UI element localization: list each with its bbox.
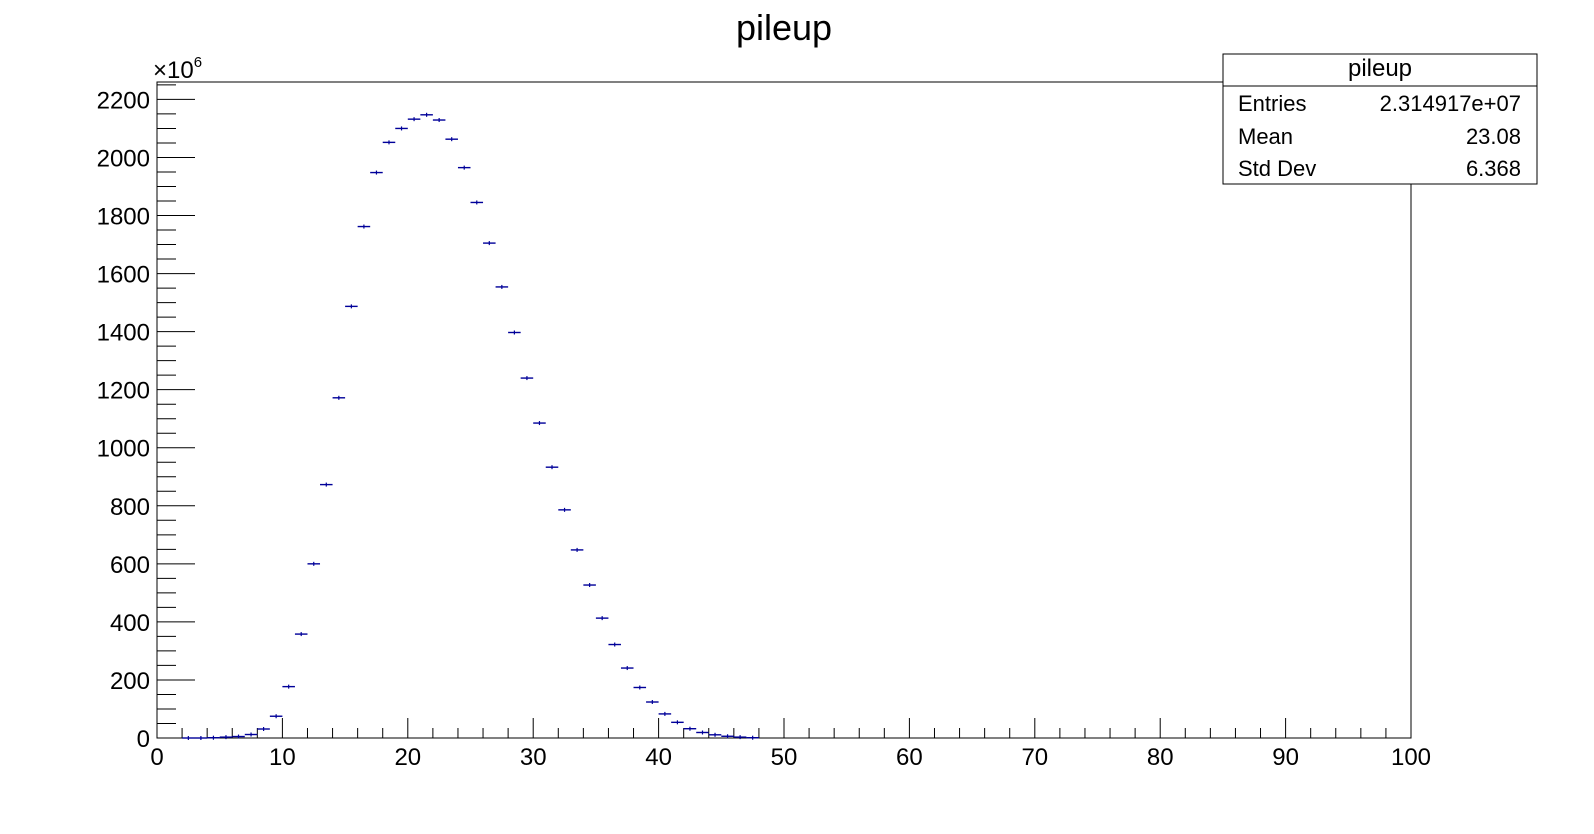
histogram-bin [244,732,258,737]
y-tick-label: 800 [110,494,150,521]
histogram-bin [269,714,283,719]
x-tick-label: 50 [771,744,798,771]
histogram-bin [721,734,734,739]
histogram-bin [332,395,346,400]
histogram-bin [671,720,684,725]
histogram-bin [219,735,233,740]
histogram-bin [620,666,634,671]
stats-stddev-label: Std Dev [1238,156,1316,181]
y-tick-label: 400 [110,610,150,637]
histogram-bin [746,735,759,740]
histogram-bin [483,241,496,246]
histogram-bin [320,482,333,487]
histogram-series [182,112,759,740]
histogram-bin [232,734,245,739]
histogram-bin [257,727,270,732]
stats-entries-label: Entries [1238,91,1306,116]
x-tick-label: 90 [1272,744,1299,771]
stats-stddev-value: 6.368 [1466,156,1521,181]
x-axis: 0 10 20 30 40 50 60 70 80 90 100 [150,718,1431,771]
histogram-bin [533,421,546,426]
histogram-bin [733,735,747,740]
histogram-bin [595,616,609,621]
y-tick-label: 2200 [97,87,150,114]
y-tick-label: 0 [137,726,150,753]
histogram-bin [608,642,621,647]
stats-entries-value: 2.314917e+07 [1380,91,1521,116]
y-tick-label: 200 [110,668,150,695]
histogram-bin [558,507,571,512]
histogram-bin [708,732,722,737]
histogram-bin [357,224,371,229]
histogram-bin [407,117,421,122]
y-tick-label: 1000 [97,436,150,463]
histogram-bin [395,126,408,131]
histogram-bin [370,170,383,175]
histogram-bin [345,304,358,309]
histogram-bin [420,112,433,117]
y-multiplier-exponent: 6 [194,54,202,71]
histogram-bin [457,165,471,170]
y-multiplier-label: ×106 [153,54,202,84]
x-tick-label: 70 [1021,744,1048,771]
x-tick-label: 40 [645,744,672,771]
histogram-bin [508,330,521,335]
histogram-bin [696,730,709,735]
x-tick-label: 20 [394,744,421,771]
stats-mean-label: Mean [1238,124,1293,149]
histogram-bin [545,465,559,470]
histogram-bin [646,700,659,705]
histogram-bin [633,685,647,690]
histogram-bin [658,711,672,716]
x-tick-label: 80 [1147,744,1174,771]
histogram-bin [470,200,484,205]
histogram-bin [520,376,534,381]
histogram-bin [282,684,295,689]
y-tick-label: 1400 [97,320,150,347]
histogram-bin [445,137,458,142]
stats-mean-value: 23.08 [1466,124,1521,149]
x-tick-label: 60 [896,744,923,771]
histogram-bin [382,140,396,145]
histogram-bin [432,118,446,123]
chart-title: pileup [736,7,832,48]
y-tick-label: 1800 [97,204,150,231]
y-axis: 0 200 400 600 800 1000 1200 1400 1600 1800 2000 220… [97,84,195,753]
stats-box-title: pileup [1348,55,1412,82]
stats-box-frame [1222,53,1538,185]
y-tick-label: 600 [110,552,150,579]
histogram-bin [182,736,195,740]
histogram-bin [583,583,596,588]
histogram-bin [294,632,308,637]
x-tick-label: 30 [520,744,547,771]
x-tick-label: 0 [150,744,163,771]
histogram-bin [194,736,208,740]
x-tick-label: 10 [269,744,296,771]
histogram-bin [207,735,220,740]
y-tick-label: 1200 [97,378,150,405]
y-tick-label: 2000 [97,145,150,172]
y-tick-label: 1600 [97,262,150,289]
histogram-bin [495,284,509,289]
histogram-bin [683,726,697,731]
histogram-bin [570,547,584,552]
histogram-bin [307,561,321,566]
stats-box: pileup Entries 2.314917e+07 Mean 23.08 S… [1222,53,1538,185]
x-tick-label: 100 [1391,744,1431,771]
